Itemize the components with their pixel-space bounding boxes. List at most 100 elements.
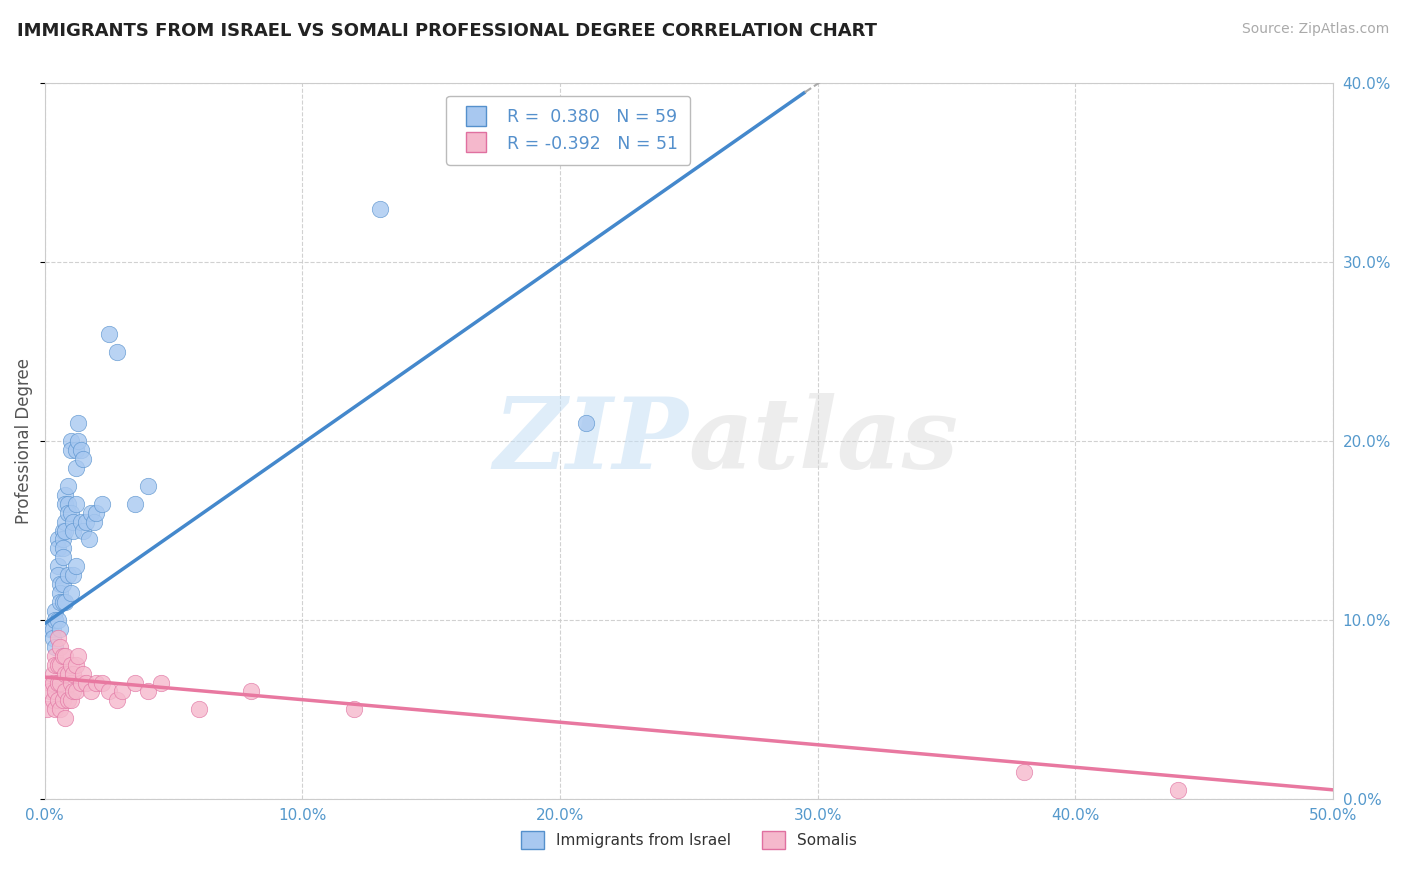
Point <box>59 675 82 690</box>
Point <box>59 693 82 707</box>
Point <box>46 693 69 707</box>
Point <box>188 702 211 716</box>
Point <box>80 684 103 698</box>
Point <box>59 506 82 520</box>
Point <box>46 533 69 547</box>
Point <box>86 675 108 690</box>
Point <box>52 577 75 591</box>
Point <box>75 515 97 529</box>
Point <box>49 657 72 672</box>
Point <box>65 559 87 574</box>
Point <box>65 684 87 698</box>
Point <box>56 479 79 493</box>
Point <box>44 648 66 663</box>
Point <box>98 326 121 341</box>
Point <box>55 515 77 529</box>
Point <box>343 702 366 716</box>
Point <box>83 515 105 529</box>
Point <box>62 524 84 538</box>
Point <box>44 640 66 654</box>
Point <box>52 541 75 556</box>
Point <box>62 515 84 529</box>
Point <box>55 666 77 681</box>
Point <box>105 693 128 707</box>
Point <box>52 648 75 663</box>
Point <box>44 702 66 716</box>
Point <box>149 675 172 690</box>
Point <box>124 675 146 690</box>
Point <box>41 693 63 707</box>
Point <box>41 631 63 645</box>
Point <box>67 648 90 663</box>
Point <box>67 434 90 449</box>
Point <box>52 550 75 565</box>
Point <box>55 524 77 538</box>
Point <box>41 666 63 681</box>
Point <box>46 541 69 556</box>
Point <box>44 684 66 698</box>
Point <box>37 702 59 716</box>
Point <box>49 577 72 591</box>
Point <box>72 524 94 538</box>
Point <box>52 524 75 538</box>
Point <box>55 497 77 511</box>
Point <box>62 666 84 681</box>
Point <box>39 675 62 690</box>
Point <box>239 684 262 698</box>
Point <box>136 684 159 698</box>
Point <box>56 497 79 511</box>
Point <box>59 586 82 600</box>
Point <box>46 657 69 672</box>
Point <box>55 684 77 698</box>
Point <box>39 622 62 636</box>
Point <box>90 497 112 511</box>
Point <box>46 631 69 645</box>
Point <box>39 684 62 698</box>
Point <box>49 595 72 609</box>
Point <box>368 202 391 216</box>
Point <box>55 595 77 609</box>
Point <box>52 533 75 547</box>
Point <box>86 506 108 520</box>
Point <box>56 506 79 520</box>
Text: atlas: atlas <box>689 392 959 490</box>
Point <box>72 452 94 467</box>
Point <box>124 497 146 511</box>
Point <box>62 568 84 582</box>
Point <box>75 675 97 690</box>
Point <box>49 702 72 716</box>
Point <box>62 684 84 698</box>
Point <box>65 657 87 672</box>
Legend: R =  0.380   N = 59, R = -0.392   N = 51: R = 0.380 N = 59, R = -0.392 N = 51 <box>446 95 690 165</box>
Point <box>49 640 72 654</box>
Point <box>41 675 63 690</box>
Point <box>98 684 121 698</box>
Text: IMMIGRANTS FROM ISRAEL VS SOMALI PROFESSIONAL DEGREE CORRELATION CHART: IMMIGRANTS FROM ISRAEL VS SOMALI PROFESS… <box>17 22 877 40</box>
Point <box>105 344 128 359</box>
Point <box>52 693 75 707</box>
Point <box>44 657 66 672</box>
Point <box>59 657 82 672</box>
Point <box>70 443 93 458</box>
Point <box>80 506 103 520</box>
Point <box>136 479 159 493</box>
Point <box>55 648 77 663</box>
Point <box>59 434 82 449</box>
Point <box>56 666 79 681</box>
Point <box>46 568 69 582</box>
Point <box>52 595 75 609</box>
Text: Source: ZipAtlas.com: Source: ZipAtlas.com <box>1241 22 1389 37</box>
Point <box>575 416 598 430</box>
Point <box>70 675 93 690</box>
Point <box>44 613 66 627</box>
Point <box>65 461 87 475</box>
Point <box>1167 782 1189 797</box>
Point <box>41 622 63 636</box>
Point <box>49 622 72 636</box>
Point <box>56 568 79 582</box>
Point <box>1012 764 1035 779</box>
Point <box>67 416 90 430</box>
Point <box>59 443 82 458</box>
Point <box>49 586 72 600</box>
Text: ZIP: ZIP <box>494 392 689 490</box>
